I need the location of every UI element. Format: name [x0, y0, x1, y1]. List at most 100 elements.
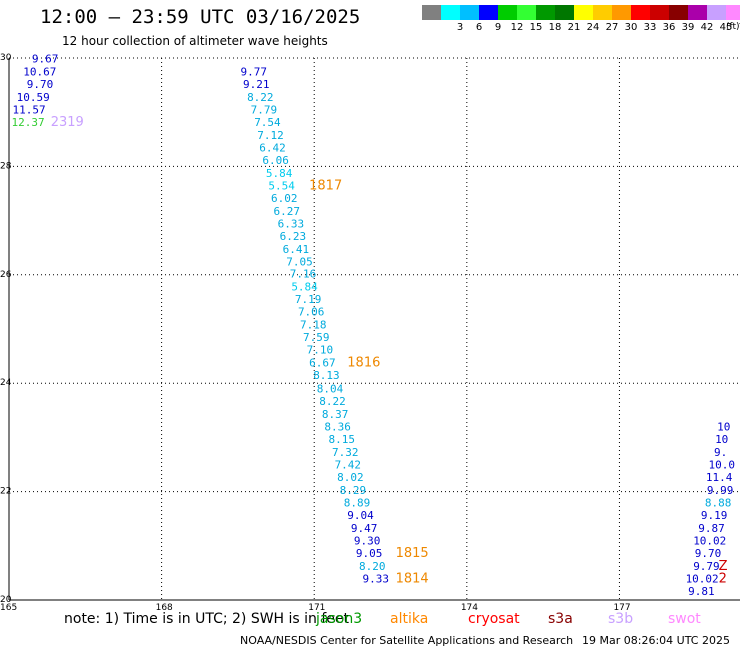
- legend-label: 9: [494, 22, 502, 33]
- latitude-tick-label: 26: [0, 270, 12, 280]
- satellite-legend-s3a: s3a: [548, 611, 573, 627]
- wave-height-label: 10.59: [17, 91, 50, 104]
- wave-height-label: 9.70: [695, 547, 722, 560]
- legend-swatch: [593, 5, 612, 20]
- legend-label: 30: [624, 22, 638, 33]
- wave-height-label: 7.16: [290, 268, 317, 281]
- wave-height-label: 6.27: [274, 205, 301, 218]
- wave-height-label: 9.77: [240, 66, 266, 79]
- wave-height-label: 7.06: [298, 306, 325, 319]
- wave-height-label: 8.02: [337, 471, 364, 484]
- wave-height-label: 8.20: [359, 560, 386, 573]
- wave-height-label: 9.19: [701, 509, 728, 522]
- pass-id-label: 1815: [396, 546, 429, 561]
- satellite-legend-cryosat: cryosat: [468, 611, 520, 627]
- legend-unit: (ft): [726, 22, 740, 32]
- legend-swatch: [441, 5, 460, 20]
- longitude-tick-label: 165: [0, 603, 17, 613]
- legend-label: 18: [548, 22, 562, 33]
- note-text: note: 1) Time is in UTC; 2) SWH is in fe…: [64, 611, 350, 627]
- wave-height-label: 7.42: [335, 459, 362, 472]
- wave-height-label: 7.54: [254, 116, 281, 129]
- wave-height-label: 9.33: [363, 572, 390, 585]
- wave-height-label: 9.21: [243, 78, 270, 91]
- wave-height-label: 9.: [714, 446, 727, 459]
- legend-label: 3: [456, 22, 464, 33]
- legend-swatch: [688, 5, 707, 20]
- latitude-tick-label: 22: [0, 487, 11, 497]
- latitude-tick-label: 24: [0, 378, 12, 388]
- pass-id-label: 1817: [309, 178, 342, 193]
- legend-swatch: [422, 5, 441, 20]
- legend-label: 21: [567, 22, 581, 33]
- wave-height-label: 5.54: [268, 179, 295, 192]
- wave-height-label: 5.84: [266, 167, 293, 180]
- wave-height-label: 7.19: [295, 293, 322, 306]
- legend-swatch: [631, 5, 650, 20]
- wave-height-label: 7.12: [257, 129, 284, 142]
- wave-height-label: 9.70: [27, 78, 53, 91]
- legend-label: 70: [739, 22, 740, 33]
- wave-height-label: 8.89: [344, 496, 371, 509]
- wave-height-label: 7.10: [307, 344, 334, 357]
- legend-swatch: [612, 5, 631, 20]
- wave-height-label: 6.02: [271, 192, 298, 205]
- wave-height-label: 8.04: [317, 383, 344, 396]
- legend-swatch: [669, 5, 688, 20]
- wave-height-label: 8.29: [340, 484, 367, 497]
- wave-height-label: 6.06: [262, 154, 289, 167]
- wave-height-label: 7.79: [251, 103, 278, 116]
- wave-height-label: 10.02: [686, 572, 719, 585]
- wave-height-label: 11.57: [13, 103, 46, 116]
- wave-height-label: 10.67: [23, 66, 56, 79]
- wave-height-label: 8.88: [705, 496, 732, 509]
- wave-height-label: 8.36: [324, 421, 351, 434]
- wave-height-label: 9.67: [32, 53, 59, 66]
- satellite-legend-s3b: s3b: [608, 611, 634, 627]
- satellite-legend-jason3: jason3: [316, 611, 363, 627]
- wave-height-label: 12.37: [12, 116, 45, 129]
- wave-height-label: 7.32: [332, 446, 359, 459]
- pass-id-label: 1816: [347, 356, 380, 371]
- wave-height-label: 9.81: [688, 585, 715, 598]
- latitude-tick-label: 30: [0, 53, 12, 63]
- legend-swatch: [460, 5, 479, 20]
- legend-label: 27: [605, 22, 619, 33]
- wave-height-label: 8.15: [328, 433, 355, 446]
- legend-swatch: [555, 5, 574, 20]
- legend-label: 6: [475, 22, 483, 33]
- satellite-legend-altika: altika: [390, 611, 429, 627]
- wave-height-label: 8.22: [319, 395, 346, 408]
- wave-height-label: 6.41: [283, 243, 310, 256]
- wave-height-label: 6.42: [259, 141, 286, 154]
- legend-label: 24: [586, 22, 600, 33]
- wave-height-label: 6.23: [280, 230, 307, 243]
- legend-swatch: [498, 5, 517, 20]
- wave-height-label: 6.33: [278, 217, 305, 230]
- wave-height-label: 9.05: [356, 547, 383, 560]
- generation-timestamp: 19 Mar 08:26:04 UTC 2025: [582, 634, 730, 647]
- wave-height-label: 8.13: [313, 369, 340, 382]
- pass-id-label: 2319: [51, 115, 84, 130]
- legend-label: 12: [510, 22, 524, 33]
- longitude-tick-label: 168: [156, 603, 173, 613]
- pass-id-label: Z: [719, 559, 728, 574]
- latitude-tick-label: 28: [0, 161, 12, 171]
- legend-label: 42: [700, 22, 714, 33]
- legend-swatch: [707, 5, 726, 20]
- wave-height-label: 10.0: [708, 459, 735, 472]
- wave-height-label: 7.05: [286, 255, 313, 268]
- wave-height-label: 10: [717, 421, 730, 434]
- wave-height-label: 7.59: [303, 331, 330, 344]
- latitude-tick-label: 20: [0, 595, 12, 605]
- longitude-tick-label: 174: [461, 603, 478, 613]
- wave-height-label: 9.04: [347, 509, 374, 522]
- legend-swatch: [517, 5, 536, 20]
- footer-credit: NOAA/NESDIS Center for Satellite Applica…: [240, 634, 574, 647]
- legend-label: 45: [719, 22, 733, 33]
- wave-height-label: 7.18: [300, 319, 327, 332]
- wave-height-label: 9.47: [351, 522, 378, 535]
- map-subtitle: 12 hour collection of altimeter wave hei…: [62, 34, 328, 48]
- wave-height-label: 6.67: [309, 357, 336, 370]
- longitude-tick-label: 177: [613, 603, 630, 613]
